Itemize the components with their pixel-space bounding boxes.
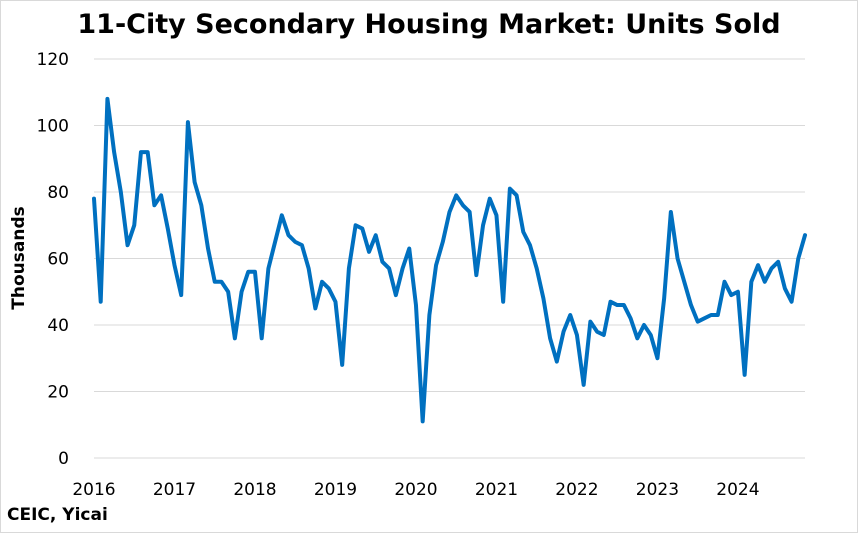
series-line-units-sold (92, 96, 807, 424)
x-tick-label: 2024 (716, 480, 759, 500)
x-tick-label: 2020 (394, 480, 437, 500)
y-tick-label: 0 (58, 449, 69, 469)
source-note: CEIC, Yicai (7, 505, 108, 525)
x-tick-label: 2018 (233, 480, 276, 500)
x-tick-label: 2017 (153, 480, 196, 500)
y-tick-label: 60 (47, 250, 69, 270)
x-tick-label: 2016 (72, 480, 115, 500)
x-tick-label: 2019 (314, 480, 357, 500)
x-tick-label: 2021 (475, 480, 518, 500)
x-tick-label: 2023 (636, 480, 679, 500)
x-tick-label: 2022 (555, 480, 598, 500)
chart-title: 11-City Secondary Housing Market: Units … (77, 9, 781, 40)
y-tick-label: 80 (47, 183, 69, 203)
x-tick-labels: 2016 2017 2018 2019 2020 2021 2022 2023 2024 (72, 480, 759, 500)
y-tick-label: 40 (47, 316, 69, 336)
y-tick-label: 100 (37, 117, 69, 137)
y-tick-label: 120 (37, 50, 69, 70)
gridlines (94, 58, 805, 392)
y-tick-label: 20 (47, 383, 69, 403)
y-tick-labels: 0 20 40 60 80 100 120 (37, 50, 69, 469)
